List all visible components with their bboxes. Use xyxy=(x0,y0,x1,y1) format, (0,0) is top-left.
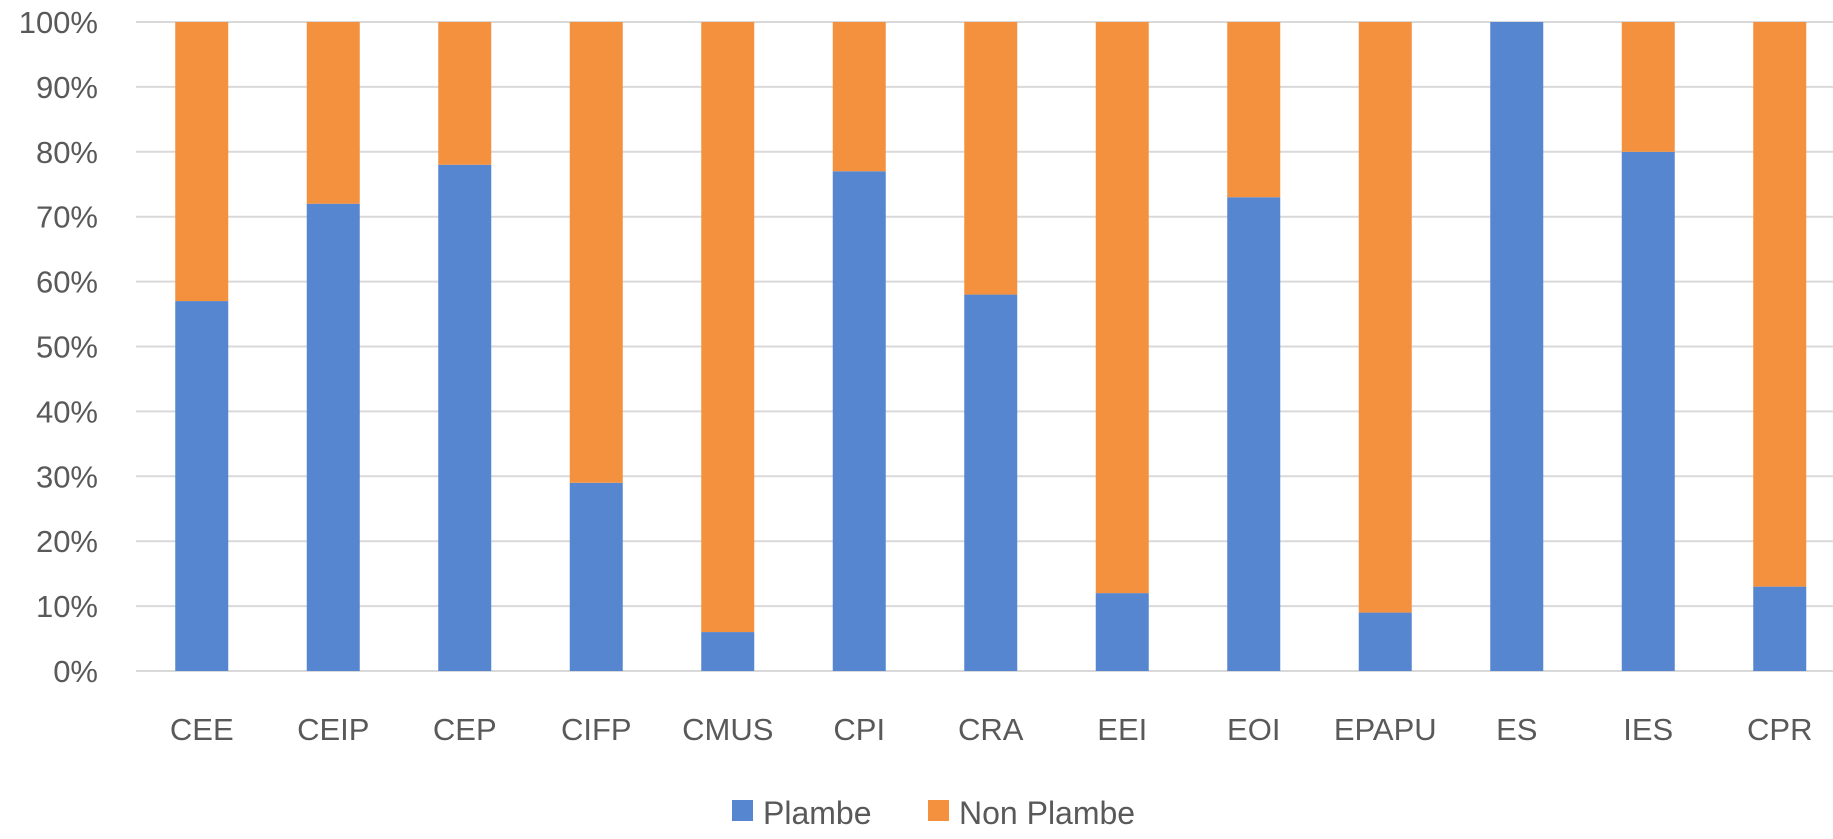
y-tick-label: 90% xyxy=(36,70,98,105)
y-tick-label: 0% xyxy=(53,654,98,689)
y-tick-label: 80% xyxy=(36,135,98,170)
legend: Plambe Non Plambe xyxy=(732,795,1135,831)
y-tick-label: 50% xyxy=(36,330,98,365)
bar-segment-plambe xyxy=(964,294,1018,671)
bar-segment-non-plambe xyxy=(1095,22,1149,594)
bars xyxy=(175,22,1807,672)
x-tick-label: EOI xyxy=(1227,712,1280,747)
bar-segment-non-plambe xyxy=(1227,22,1281,198)
legend-label: Plambe xyxy=(763,795,872,831)
x-tick-label: CRA xyxy=(958,712,1024,747)
bar-segment-non-plambe xyxy=(175,22,229,302)
y-tick-label: 70% xyxy=(36,200,98,235)
x-tick-label: ES xyxy=(1496,712,1537,747)
legend-swatch xyxy=(928,800,949,821)
y-tick-label: 10% xyxy=(36,589,98,624)
x-tick-label: CPI xyxy=(833,712,885,747)
bar-segment-plambe xyxy=(832,171,886,671)
y-tick-label: 30% xyxy=(36,459,98,494)
bar-segment-non-plambe xyxy=(964,22,1018,295)
bar-segment-non-plambe xyxy=(1358,22,1412,613)
bar-segment-plambe xyxy=(1621,151,1675,672)
x-tick-label: CEIP xyxy=(297,712,369,747)
bar-segment-plambe xyxy=(306,203,360,671)
x-tick-label: IES xyxy=(1623,712,1673,747)
bar-segment-non-plambe xyxy=(306,22,360,204)
bar-segment-plambe xyxy=(701,632,755,671)
bar-segment-plambe xyxy=(1753,586,1807,671)
x-tick-label: CPR xyxy=(1747,712,1812,747)
bar-segment-non-plambe xyxy=(701,22,755,633)
x-axis-tick-labels: CEE CEIP CEP CIFP CMUS CPI CRA EEI EOI EPAPU ES IES… xyxy=(170,712,1813,747)
bar-segment-plambe xyxy=(1490,22,1544,671)
bar-segment-plambe xyxy=(569,482,623,671)
bar-segment-plambe xyxy=(1358,612,1412,671)
bar-segment-non-plambe xyxy=(1621,22,1675,152)
bar-segment-non-plambe xyxy=(832,22,886,172)
y-tick-label: 60% xyxy=(36,265,98,300)
y-axis-tick-labels: 0% 10% 20% 30% 40% 50% 60% 70% 80% 90% 100% xyxy=(19,5,98,689)
bar-segment-plambe xyxy=(1095,593,1149,671)
x-tick-label: CIFP xyxy=(561,712,632,747)
bar-segment-non-plambe xyxy=(569,22,623,483)
bar-segment-non-plambe xyxy=(438,22,492,165)
y-tick-label: 100% xyxy=(19,5,98,40)
bar-segment-plambe xyxy=(438,164,492,671)
y-tick-label: 20% xyxy=(36,524,98,559)
legend-label: Non Plambe xyxy=(959,795,1135,831)
legend-swatch xyxy=(732,800,753,821)
x-tick-label: CMUS xyxy=(682,712,773,747)
bar-segment-non-plambe xyxy=(1753,22,1807,587)
bar-segment-plambe xyxy=(175,301,229,671)
x-tick-label: EEI xyxy=(1097,712,1147,747)
x-tick-label: CEE xyxy=(170,712,234,747)
bar-segment-plambe xyxy=(1227,197,1281,672)
x-tick-label: CEP xyxy=(433,712,497,747)
x-tick-label: EPAPU xyxy=(1334,712,1437,747)
y-tick-label: 40% xyxy=(36,394,98,429)
